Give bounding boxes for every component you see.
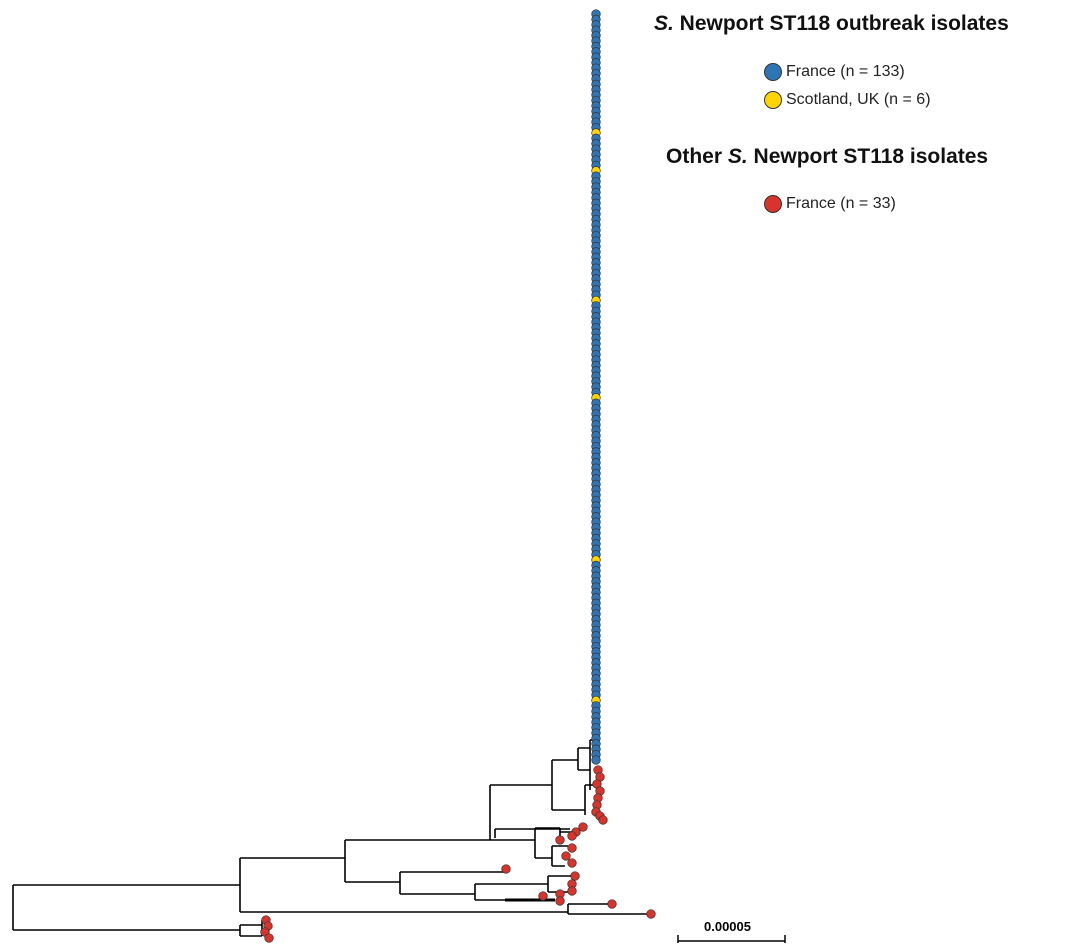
branch-node-490b bbox=[494, 828, 570, 838]
branch-node-400 bbox=[399, 871, 505, 895]
tree-tips bbox=[260, 9, 656, 943]
scale-bar-label: 0.00005 bbox=[704, 919, 751, 934]
branch-node-578 bbox=[577, 747, 590, 771]
tip-france-other bbox=[555, 896, 565, 906]
tip-france-other bbox=[567, 831, 577, 841]
branch-node-535 bbox=[534, 827, 560, 859]
legend-item-label: Scotland, UK (n = 6) bbox=[786, 91, 931, 108]
legend-title-other-rest: Newport ST118 isolates bbox=[747, 145, 989, 168]
tip-france-other bbox=[561, 851, 571, 861]
tip-france-other bbox=[570, 871, 580, 881]
scale-bar: 0.00005 bbox=[677, 919, 786, 943]
legend-item-france-other: France (n = 33) bbox=[764, 195, 896, 213]
legend-item-france-outbreak: France (n = 133) bbox=[764, 63, 905, 81]
tip-france-outbreak bbox=[591, 755, 601, 765]
tip-france-other bbox=[598, 815, 608, 825]
tip-france-other bbox=[555, 835, 565, 845]
tip-france-other bbox=[567, 886, 577, 896]
legend-title-outbreak-rest: Newport ST118 outbreak isolates bbox=[673, 12, 1009, 35]
branch-node-475 bbox=[474, 883, 548, 901]
legend-title-other-pre: Other bbox=[666, 145, 728, 168]
tip-france-other bbox=[607, 899, 617, 909]
red-circle-icon bbox=[764, 195, 782, 213]
branch-outgroup-clade bbox=[239, 920, 263, 937]
tip-france-other bbox=[501, 864, 511, 874]
blue-circle-icon bbox=[764, 63, 782, 81]
legend-item-label: France (n = 33) bbox=[786, 195, 896, 212]
yellow-circle-icon bbox=[764, 91, 782, 109]
tip-france-other bbox=[567, 858, 577, 868]
legend-title-other: Other S. Newport ST118 isolates bbox=[666, 145, 988, 169]
legend-item-scotland-uk: Scotland, UK (n = 6) bbox=[764, 91, 931, 109]
legend-title-outbreak: S. Newport ST118 outbreak isolates bbox=[654, 12, 1009, 36]
legend-title-outbreak-italic: S. bbox=[654, 12, 674, 35]
tip-france-other bbox=[646, 909, 656, 919]
scale-bar-line bbox=[677, 935, 786, 943]
branch-long-single bbox=[567, 903, 650, 915]
tip-france-other bbox=[264, 933, 274, 943]
legend-item-label: France (n = 133) bbox=[786, 63, 905, 80]
tip-france-other bbox=[578, 822, 588, 832]
branch-node-552 bbox=[551, 845, 568, 867]
legend-title-other-italic: S. bbox=[727, 145, 748, 168]
tip-france-other bbox=[567, 843, 577, 853]
tip-france-other bbox=[538, 891, 548, 901]
tree-branches bbox=[12, 739, 650, 937]
